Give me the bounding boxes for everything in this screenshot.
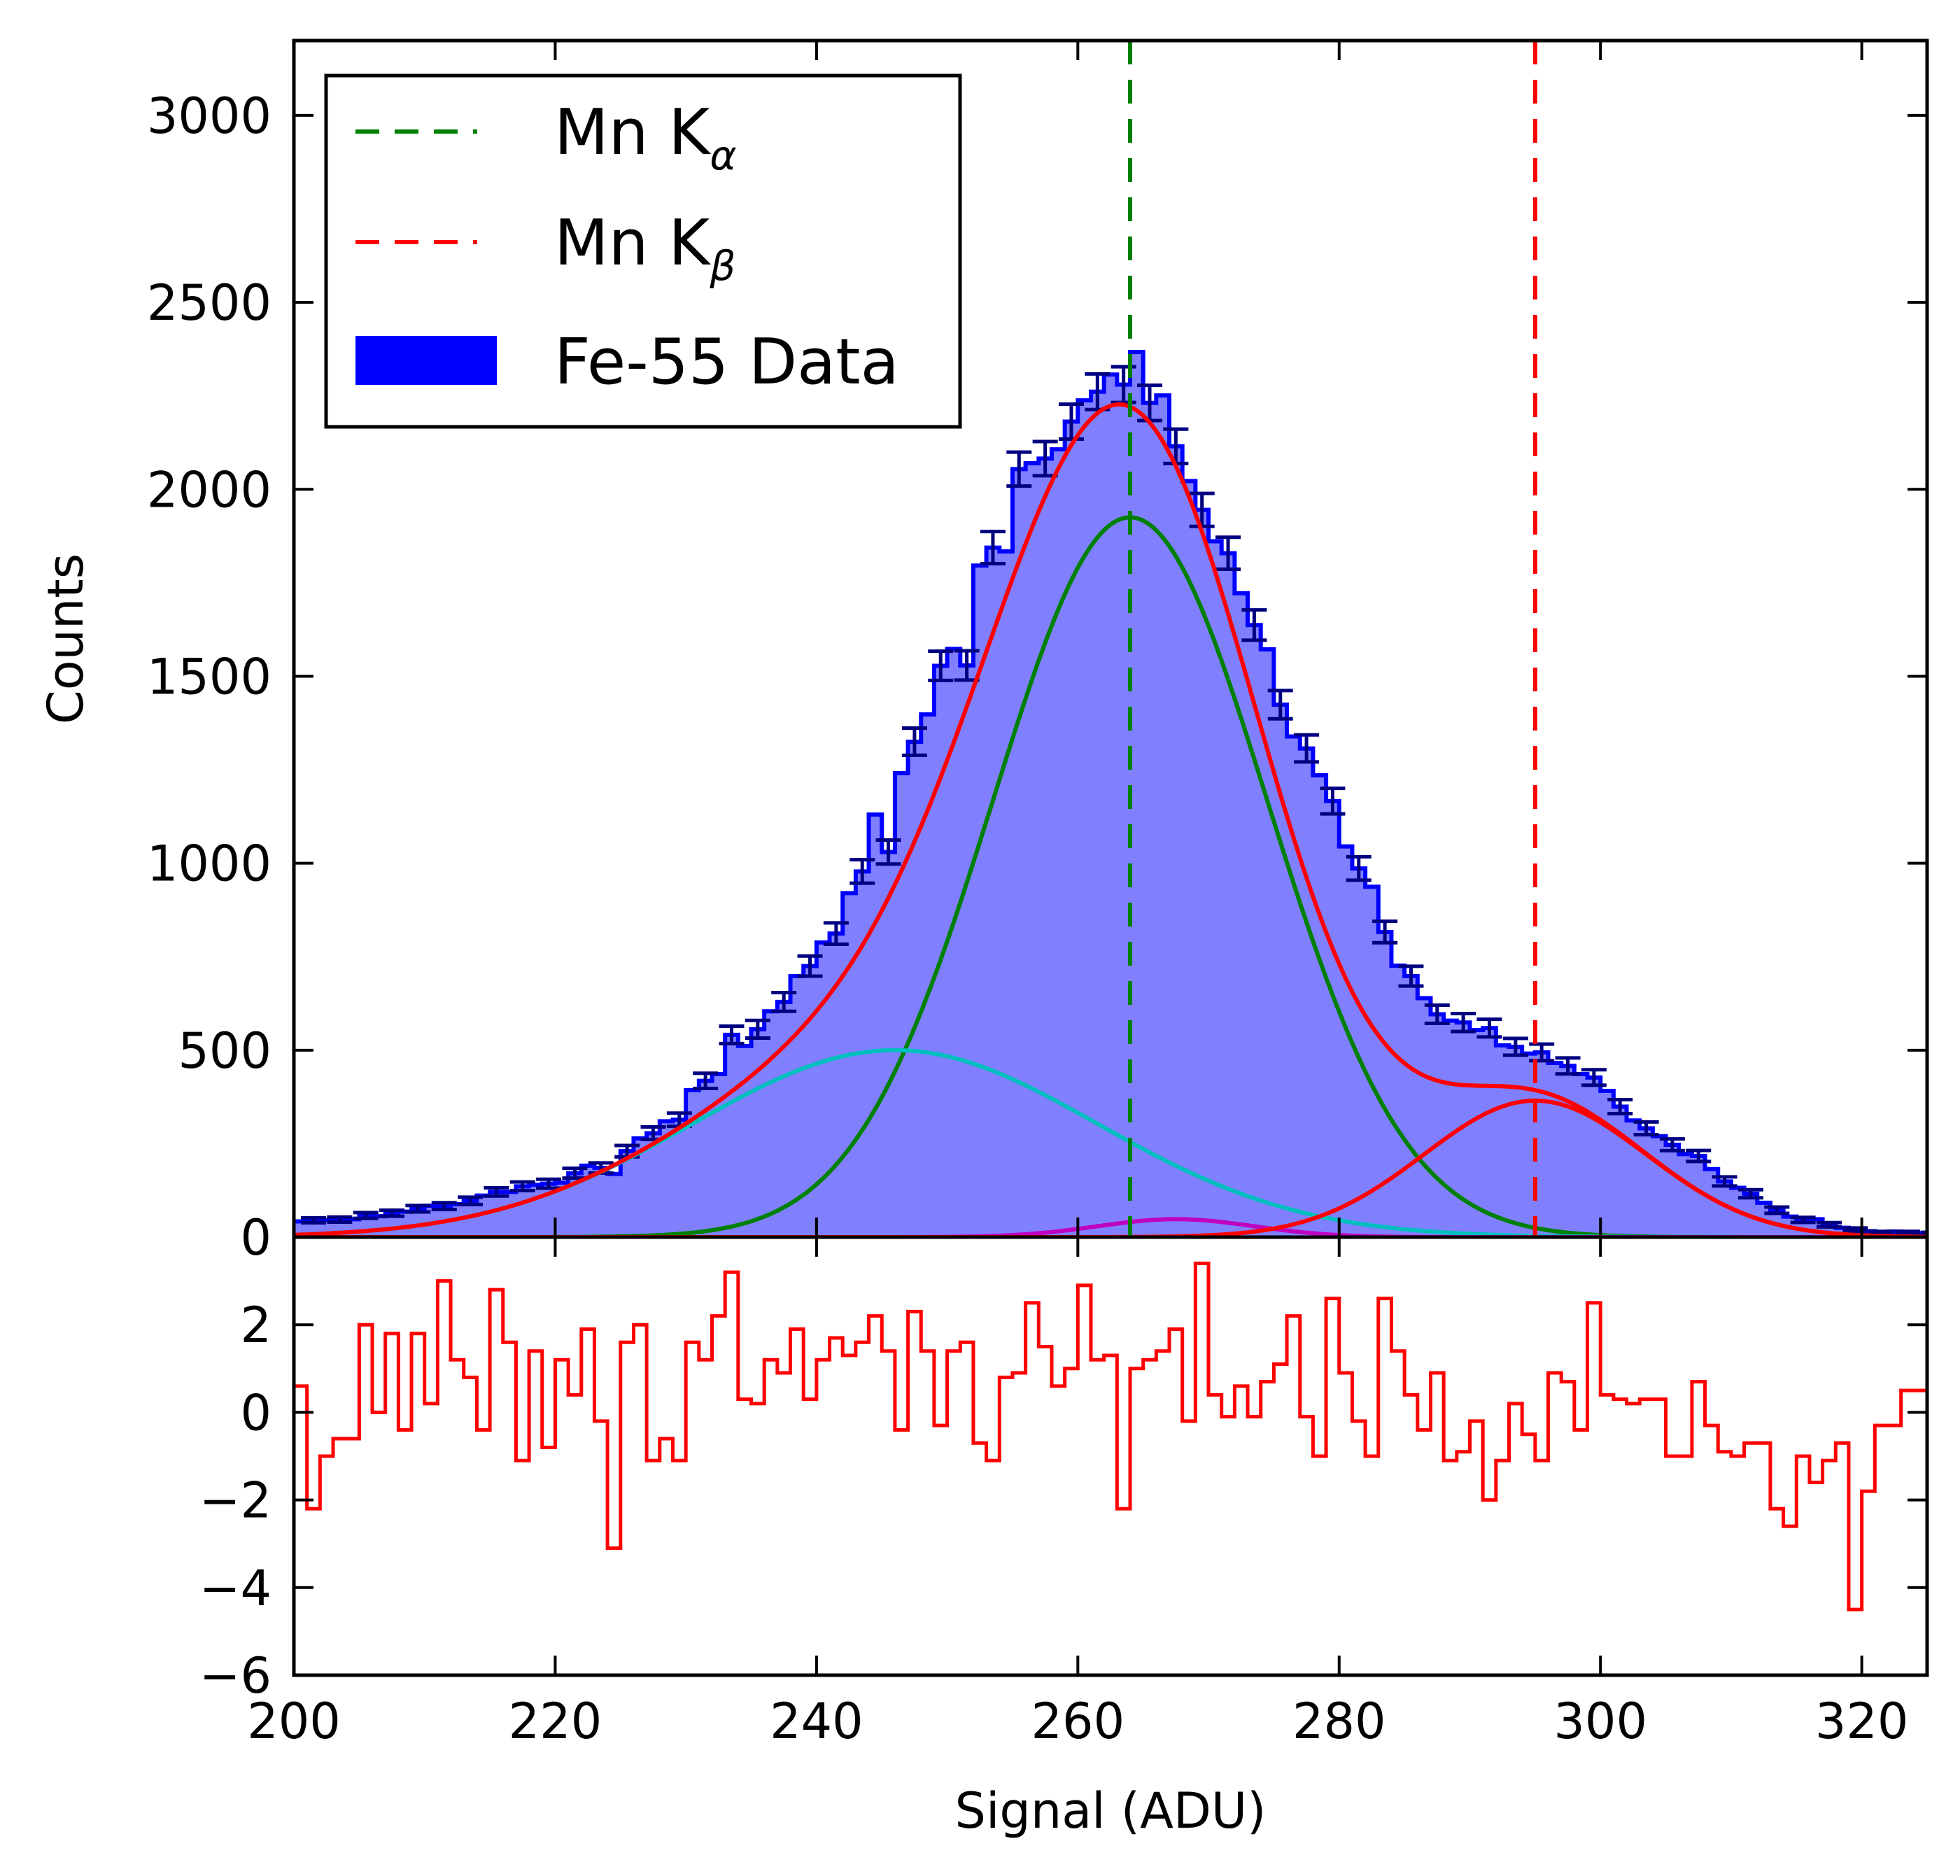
- signal-tick-label: 260: [1031, 1693, 1125, 1750]
- residuals-panel: −6 −4 −2 0 2 200 220 240 260 280 300 320 Signal (A…: [199, 1235, 1929, 1840]
- counts-axis-title: Counts: [37, 553, 94, 724]
- reference-lines: [1128, 41, 1537, 1237]
- signal-axis-title: Signal (ADU): [955, 1782, 1267, 1840]
- counts-tick-label: 2500: [147, 274, 272, 332]
- counts-tick-label: 3000: [147, 87, 272, 145]
- residuals-plot-area: [294, 1262, 1927, 1611]
- residual-tick-label: 2: [240, 1297, 272, 1354]
- signal-tick-label: 220: [509, 1693, 602, 1750]
- counts-tick-label: 2000: [147, 461, 272, 519]
- residual-tick-label: −2: [199, 1472, 272, 1530]
- residual-tick-label: 0: [240, 1384, 272, 1441]
- fe55-histogram-fill: [294, 352, 1927, 1237]
- total-fit: [294, 402, 1927, 1237]
- residuals-y-axis: −6 −4 −2 0 2: [199, 1297, 1927, 1705]
- signal-tick-label: 200: [247, 1693, 341, 1750]
- signal-tick-label: 320: [1815, 1693, 1909, 1750]
- histogram-panel: 0 500 1000 1500 2000 2500 3000 Counts Mn Kα Mn…: [37, 38, 1929, 1267]
- counts-tick-label: 1000: [147, 835, 272, 893]
- counts-tick-label: 1500: [147, 648, 272, 705]
- residual-tick-label: −6: [199, 1647, 272, 1705]
- legend-mn-k-beta-label: Mn Kβ: [554, 206, 735, 290]
- escape-peak-fit: [294, 1217, 1927, 1237]
- signal-tick-label: 300: [1553, 1693, 1647, 1750]
- signal-tick-label: 240: [770, 1693, 863, 1750]
- residual-tick-label: −4: [199, 1560, 272, 1617]
- residuals-step-line: [294, 1262, 1927, 1611]
- histogram-plot-area: [294, 41, 1927, 1237]
- signal-axis: 200 220 240 260 280 300 320: [247, 1237, 1908, 1750]
- signal-tick-label: 280: [1292, 1693, 1386, 1750]
- counts-tick-label: 0: [240, 1209, 272, 1267]
- fe55-histogram-outline: [294, 350, 1927, 1236]
- residuals-frame: [292, 1235, 1929, 1677]
- histogram-errorbars: [301, 365, 1927, 1236]
- legend: Mn Kα Mn Kβ Fe-55 Data: [324, 73, 962, 429]
- legend-fe55-data-label: Fe-55 Data: [554, 325, 899, 399]
- legend-mn-k-alpha-label: Mn Kα: [554, 96, 737, 179]
- histogram-x-ticks: [292, 41, 1863, 1237]
- legend-fe55-data-swatch: [355, 336, 497, 385]
- counts-tick-label: 500: [178, 1022, 272, 1080]
- counts-axis: 0 500 1000 1500 2000 2500 3000: [147, 87, 1927, 1267]
